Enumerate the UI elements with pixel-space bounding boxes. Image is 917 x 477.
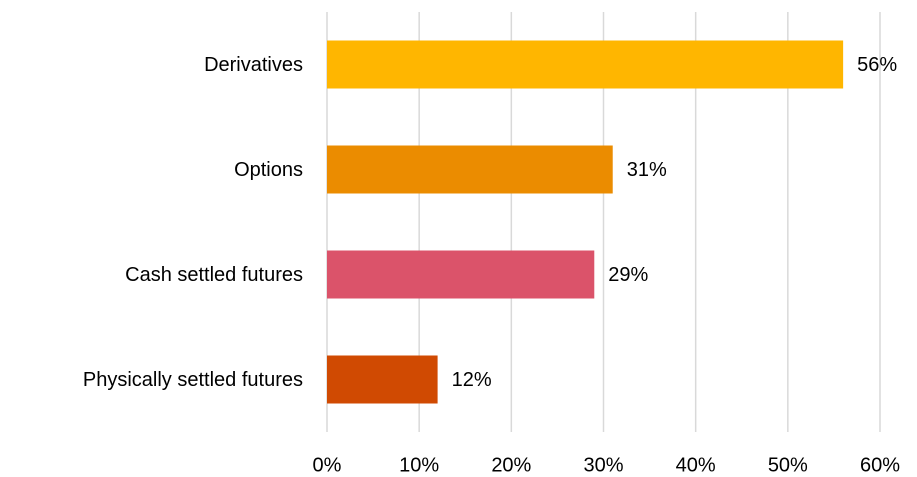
- value-label: 31%: [627, 159, 667, 181]
- y-tick-label: Physically settled futures: [83, 369, 303, 391]
- bar: [327, 250, 595, 299]
- bar: [327, 145, 613, 194]
- y-tick-label: Derivatives: [204, 54, 303, 76]
- value-label: 12%: [452, 369, 492, 391]
- x-tick-label: 20%: [491, 454, 531, 476]
- x-tick-label: 60%: [860, 454, 900, 476]
- x-tick-label: 50%: [768, 454, 808, 476]
- y-tick-label: Options: [234, 159, 303, 181]
- x-tick-label: 10%: [399, 454, 439, 476]
- y-tick-label: Cash settled futures: [125, 264, 303, 286]
- x-tick-label: 30%: [583, 454, 623, 476]
- x-tick-label: 0%: [313, 454, 342, 476]
- value-label: 29%: [608, 264, 648, 286]
- bar: [327, 355, 438, 404]
- bar: [327, 40, 844, 89]
- x-tick-label: 40%: [676, 454, 716, 476]
- value-label: 56%: [857, 54, 897, 76]
